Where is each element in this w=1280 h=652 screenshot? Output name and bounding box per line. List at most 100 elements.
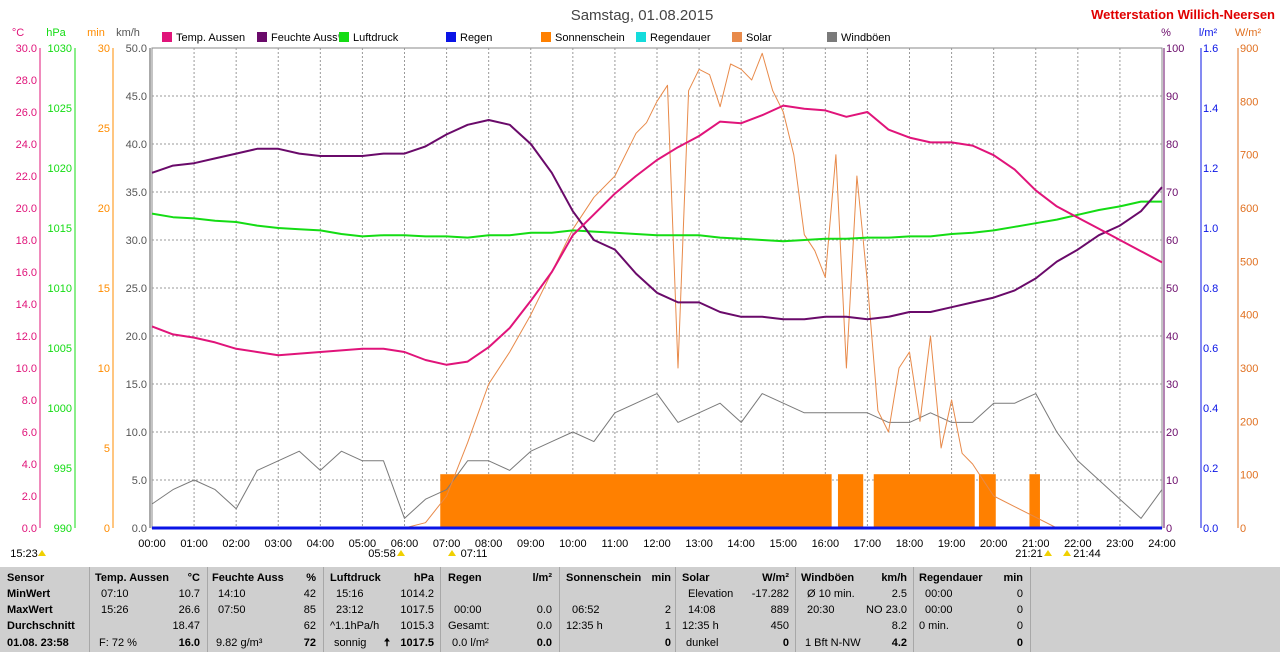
y-tick-label-wind: 0.0	[132, 523, 147, 535]
table-column-separator	[559, 567, 560, 652]
avg-value: 0.0	[536, 620, 552, 632]
y-tick-label-rain: 1.6	[1203, 43, 1218, 55]
chart-axes: 00:00 01:00 02:00 03:00 04:00 05:00 06:00 07:00…	[12, 27, 1262, 550]
column-unit: °C	[187, 572, 200, 584]
column-header: Regendauer	[919, 572, 983, 584]
axis-unit-rain: l/m²	[1199, 27, 1218, 39]
max-time: 06:52	[572, 604, 600, 616]
avg-label: 12:35 h	[566, 620, 603, 632]
legend-label: Solar	[746, 32, 772, 44]
y-tick-label-sunshine_min: 0	[104, 523, 110, 535]
sunshine-bar	[978, 474, 996, 528]
max-value: 26.6	[178, 604, 200, 616]
legend-swatch	[257, 32, 267, 42]
y-tick-label-temp: 22.0	[16, 171, 37, 183]
max-value: 0.0	[536, 604, 552, 616]
time-marker-icon	[448, 550, 456, 556]
y-tick-label-temp: 18.0	[16, 235, 37, 247]
table-column-separator	[323, 567, 324, 652]
station-name: Wetterstation Willich-Neersen	[1091, 7, 1275, 22]
y-tick-label-temp: 20.0	[16, 203, 37, 215]
y-tick-label-wind: 15.0	[126, 379, 147, 391]
axis-unit-wind: km/h	[116, 27, 140, 39]
max-time: 00:00	[925, 604, 953, 616]
y-tick-label-wind: 10.0	[126, 427, 147, 439]
legend-swatch	[636, 32, 646, 42]
current-value: 0.0	[536, 637, 552, 649]
time-marker-label: 15:23	[10, 548, 38, 560]
axis-unit-pressure: hPa	[46, 27, 66, 39]
x-tick-label: 09:00	[517, 538, 545, 550]
axis-unit-temp: °C	[12, 27, 24, 39]
max-time: 15:26	[101, 604, 129, 616]
table-column-separator	[89, 567, 90, 652]
sunshine-bars	[440, 474, 1040, 528]
current-value: 0	[1016, 637, 1023, 649]
time-marker-label: 21:44	[1073, 548, 1101, 560]
x-tick-label: 00:00	[138, 538, 166, 550]
legend-swatch	[446, 32, 456, 42]
y-tick-label-temp: 2.0	[22, 491, 37, 503]
time-marker-icon	[397, 550, 405, 556]
x-tick-label: 02:00	[222, 538, 250, 550]
max-time: 23:12	[336, 604, 364, 616]
column-header: Temp. Aussen	[95, 572, 169, 584]
y-tick-label-rain: 0.0	[1203, 523, 1218, 535]
avg-label: ^1.1hPa/h	[330, 620, 380, 632]
x-tick-label: 14:00	[727, 538, 755, 550]
x-tick-label: 19:00	[938, 538, 966, 550]
column-unit: W/m²	[762, 572, 789, 584]
avg-value: 1	[664, 620, 671, 632]
y-tick-label-sunshine_min: 30	[98, 43, 110, 55]
y-tick-label-pressure: 1030	[48, 43, 72, 55]
avg-label: Gesamt:	[448, 620, 490, 632]
y-tick-label-pressure: 1025	[48, 103, 72, 115]
legend-swatch	[162, 32, 172, 42]
y-tick-label-rain: 1.0	[1203, 223, 1218, 235]
series-line-windb-en	[151, 393, 1163, 519]
y-tick-label-solar: 100	[1240, 470, 1258, 482]
y-tick-label-sunshine_min: 10	[98, 363, 110, 375]
sunshine-bar	[873, 474, 975, 528]
y-tick-label-humidity: 70	[1166, 187, 1178, 199]
x-tick-label: 07:00	[433, 538, 461, 550]
x-tick-label: 11:00	[602, 538, 629, 550]
x-tick-label: 21:00	[1022, 538, 1050, 550]
max-time: 00:00	[454, 604, 482, 616]
time-marker-label: 21:21	[1015, 548, 1043, 560]
row-label: MinWert	[7, 588, 51, 600]
x-tick-label: 01:00	[180, 538, 208, 550]
column-header: Luftdruck	[330, 572, 381, 584]
chart-series	[151, 52, 1163, 530]
column-unit: l/m²	[532, 572, 552, 584]
y-tick-label-solar: 500	[1240, 256, 1258, 268]
column-unit: min	[1003, 572, 1023, 584]
y-tick-label-rain: 0.2	[1203, 463, 1218, 475]
y-tick-label-humidity: 50	[1166, 283, 1178, 295]
column-unit: hPa	[413, 572, 434, 584]
min-time: 07:10	[101, 588, 129, 600]
y-tick-label-humidity: 20	[1166, 427, 1178, 439]
y-tick-label-solar: 200	[1240, 416, 1258, 428]
chart-legend: Temp. Aussen Feuchte Auss* Luftdruck Regen S…	[162, 32, 891, 44]
y-tick-label-sunshine_min: 20	[98, 203, 110, 215]
y-tick-label-pressure: 1010	[48, 283, 72, 295]
y-tick-label-pressure: 1000	[48, 403, 72, 415]
table-column-separator	[795, 567, 796, 652]
y-tick-label-sunshine_min: 25	[98, 123, 110, 135]
min-value: 42	[303, 588, 316, 600]
y-tick-label-wind: 20.0	[126, 331, 147, 343]
y-tick-label-solar: 700	[1240, 150, 1258, 162]
max-time: 14:08	[688, 604, 716, 616]
y-tick-label-temp: 26.0	[16, 107, 37, 119]
x-tick-label: 13:00	[685, 538, 713, 550]
statistics-table: Sensor MinWert MaxWert Durchschnitt 01.08. 2…	[0, 567, 1280, 652]
y-tick-label-solar: 400	[1240, 310, 1258, 322]
axis-unit-humidity: %	[1161, 27, 1171, 39]
y-tick-label-rain: 0.6	[1203, 343, 1218, 355]
x-tick-label: 16:00	[812, 538, 840, 550]
legend-swatch	[541, 32, 551, 42]
y-tick-label-humidity: 10	[1166, 475, 1178, 487]
x-tick-label: 15:00	[769, 538, 797, 550]
x-tick-label: 03:00	[264, 538, 292, 550]
